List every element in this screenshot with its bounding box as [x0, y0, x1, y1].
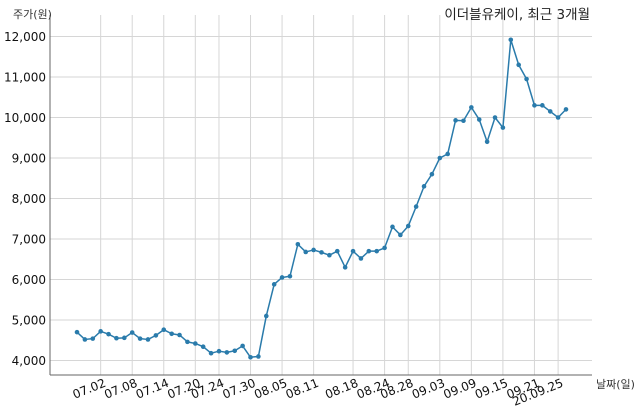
price-point: [185, 339, 190, 345]
price-point: [200, 344, 206, 350]
price-point: [555, 115, 561, 120]
price-point: [303, 249, 309, 255]
price-point: [161, 327, 167, 333]
price-point: [413, 204, 419, 209]
price-point: [342, 265, 348, 270]
price-point: [453, 118, 458, 123]
price-point: [405, 223, 411, 229]
price-point: [248, 354, 253, 360]
y-tick-label: 6,000: [12, 273, 46, 287]
price-point: [476, 117, 482, 122]
y-tick-label: 12,000: [4, 30, 46, 44]
y-tick-label: 11,000: [4, 71, 46, 85]
price-point: [437, 155, 443, 161]
series-layer: [74, 37, 569, 360]
y-tick-label: 4,000: [12, 354, 46, 368]
price-point: [547, 109, 553, 114]
price-point: [532, 103, 537, 108]
price-point: [169, 331, 174, 337]
price-point: [484, 139, 490, 145]
y-tick-label: 5,000: [12, 314, 46, 328]
y-tick-label: 9,000: [12, 152, 46, 166]
price-point: [350, 248, 356, 254]
price-point: [358, 256, 364, 261]
price-point: [429, 171, 435, 177]
price-point: [563, 107, 569, 112]
price-point: [90, 336, 96, 341]
price-point: [327, 252, 332, 258]
price-point: [137, 336, 143, 341]
price-point: [82, 337, 88, 342]
price-point: [319, 250, 324, 255]
grid-layer: [50, 15, 592, 375]
price-point: [106, 331, 111, 337]
price-point: [390, 224, 395, 230]
price-point: [129, 330, 135, 335]
price-point: [461, 118, 466, 124]
price-point: [508, 37, 514, 43]
price-point: [263, 313, 269, 319]
price-point: [153, 333, 159, 338]
price-point: [232, 348, 238, 354]
axis-layer: [49, 15, 592, 376]
price-point: [74, 329, 80, 335]
x-tick-label: 08.11: [284, 376, 321, 402]
price-point: [492, 115, 498, 120]
price-point: [366, 248, 372, 254]
price-point: [469, 105, 474, 110]
price-point: [334, 248, 340, 254]
price-point: [271, 282, 277, 287]
price-point: [287, 273, 293, 279]
y-tick-labels: 4,000 5,000 6,000 7,000 8,000 9,000 10,000 11,0…: [4, 30, 46, 368]
price-point: [224, 350, 230, 355]
price-point: [145, 337, 151, 342]
price-point: [279, 275, 285, 280]
price-point: [500, 125, 506, 130]
y-tick-label: 10,000: [4, 111, 46, 125]
price-point: [256, 354, 261, 359]
price-point: [98, 329, 103, 334]
price-point: [177, 332, 182, 338]
price-point: [208, 350, 214, 356]
price-point: [122, 335, 127, 341]
price-point: [540, 103, 545, 108]
price-point: [382, 245, 387, 251]
y-tick-label: 8,000: [12, 192, 46, 206]
x-axis-title: 날짜(일): [596, 377, 635, 391]
price-point: [516, 62, 521, 68]
price-point: [193, 341, 198, 346]
price-point: [216, 348, 222, 354]
price-point: [524, 76, 529, 82]
price-point: [374, 248, 380, 254]
price-point: [295, 241, 301, 247]
x-tick-labels: 07.0207.0807.1407.2007.2407.3008.0508.11…: [71, 376, 566, 409]
price-point: [240, 343, 245, 349]
price-point: [445, 151, 450, 157]
y-tick-label: 7,000: [12, 233, 46, 247]
y-axis-title: 주가(원): [13, 8, 52, 21]
price-point: [398, 232, 403, 238]
chart-title: 이더블유케이, 최근 3개월: [444, 7, 590, 23]
price-point: [311, 247, 316, 253]
price-point: [114, 335, 119, 341]
price-point: [421, 184, 427, 189]
